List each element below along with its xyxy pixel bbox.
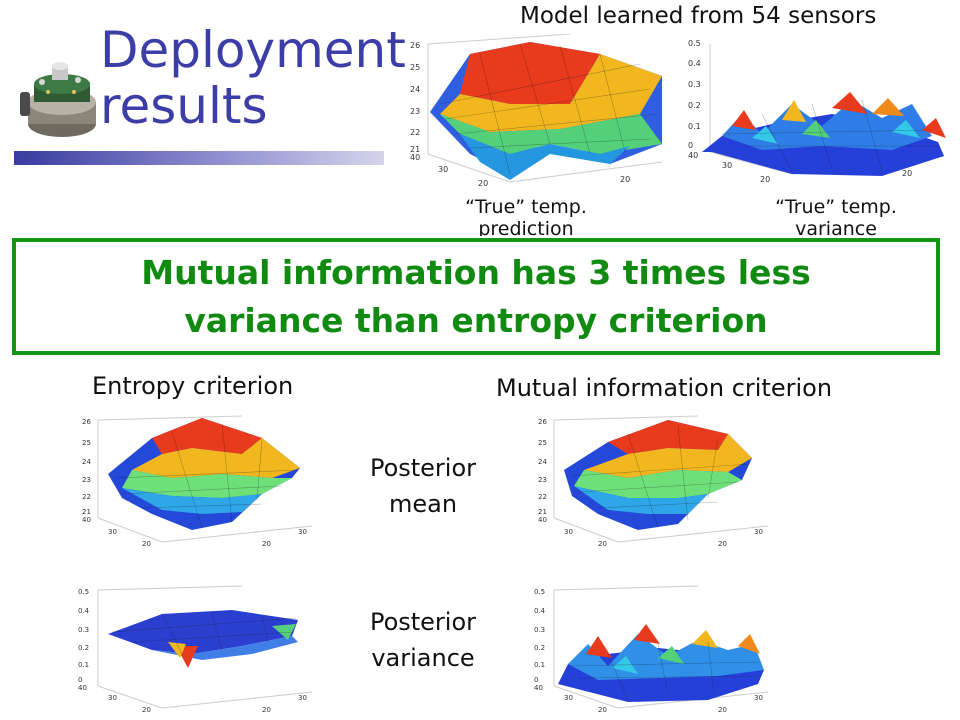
var-tick: 0.5 [688, 39, 701, 48]
temp-tick: 24 [410, 85, 420, 94]
mi-posterior-variance-plot: 0.5 0.4 0.3 0.2 0.1 0 40 30 20 20 30 [534, 585, 769, 714]
temp-tick: 40 [538, 516, 547, 524]
temp-tick: 26 [410, 41, 420, 50]
var-tick: 0.5 [534, 588, 545, 596]
temp-tick: 21 [410, 145, 420, 154]
depth-tick: 20 [598, 706, 607, 714]
sensor-node-image [20, 62, 96, 137]
temp-tick: 22 [538, 493, 547, 501]
width-tick: 30 [298, 694, 307, 702]
caption-line: variance [795, 218, 877, 236]
depth-tick: 20 [598, 540, 607, 548]
var-tick: 0.2 [534, 644, 545, 652]
depth-tick: 30 [722, 161, 732, 170]
width-tick: 30 [754, 528, 763, 536]
depth-tick: 30 [108, 528, 117, 536]
var-tick: 0.1 [534, 661, 545, 669]
temp-tick: 25 [410, 63, 420, 72]
callout-text: Mutual information has 3 times less vari… [141, 249, 810, 345]
temp-axis-ticks: 26 25 24 23 22 21 40 30 20 20 [410, 41, 630, 188]
depth-tick: 30 [564, 694, 573, 702]
var-tick: 0.1 [688, 122, 701, 131]
temp-tick: 40 [410, 153, 420, 162]
variance-axis-ticks: 0.5 0.4 0.3 0.2 0.1 0 40 30 20 20 [688, 39, 912, 184]
true-temp-variance-plot: 0.5 0.4 0.3 0.2 0.1 0 40 30 20 20 [688, 39, 946, 184]
slide-title-line1: Deployment [100, 21, 406, 79]
mi-posterior-mean-plot: 26 25 24 23 22 21 40 30 20 20 30 [538, 415, 769, 548]
var-tick: 40 [78, 684, 87, 692]
row-label-line: variance [371, 644, 475, 672]
temp-tick: 23 [410, 107, 420, 116]
temp-tick: 23 [82, 476, 91, 484]
temp-tick: 24 [82, 458, 91, 466]
true-variance-caption: “True” temp. variance [726, 196, 946, 236]
temp-tick: 22 [410, 128, 420, 137]
temp-tick: 24 [538, 458, 547, 466]
row-label-line: mean [388, 490, 458, 518]
row-label-line: Posterior [369, 608, 477, 636]
temp-tick: 26 [538, 418, 547, 426]
depth-tick: 30 [564, 528, 573, 536]
title-underline-bar [14, 151, 384, 165]
var-tick: 0 [78, 676, 82, 684]
caption-line: “True” temp. [465, 196, 587, 218]
temp-tick: 21 [82, 508, 91, 516]
var-tick: 0.5 [78, 588, 89, 596]
depth-tick: 20 [760, 175, 770, 184]
var-tick: 40 [688, 151, 698, 160]
caption-line: “True” temp. [775, 196, 897, 218]
temp-tick: 25 [82, 439, 91, 447]
callout-box: Mutual information has 3 times less vari… [12, 238, 940, 355]
temp-tick: 21 [538, 508, 547, 516]
var-tick: 0.1 [78, 661, 89, 669]
width-tick: 20 [902, 169, 912, 178]
slide-title: Deployment results [100, 21, 406, 135]
callout-line1: Mutual information has 3 times less [141, 252, 811, 292]
width-tick: 30 [754, 694, 763, 702]
width-tick: 20 [620, 175, 630, 184]
entropy-posterior-mean-plot: 26 25 24 23 22 21 40 30 20 20 30 [82, 415, 313, 548]
var-tick: 0.4 [78, 607, 90, 615]
var-tick: 0.2 [688, 101, 701, 110]
temp-tick: 23 [538, 476, 547, 484]
caption-line: prediction [478, 218, 574, 236]
depth-tick: 20 [142, 706, 151, 714]
var-tick: 0.3 [534, 626, 545, 634]
var-tick: 0 [534, 676, 538, 684]
width-tick: 20 [262, 540, 271, 548]
var-tick: 0.3 [78, 626, 89, 634]
width-tick: 20 [718, 540, 727, 548]
row-label-line: Posterior [369, 454, 477, 482]
mutual-information-heading: Mutual information criterion [496, 374, 833, 402]
var-tick: 0.4 [688, 59, 701, 68]
depth-tick: 30 [108, 694, 117, 702]
entropy-posterior-variance-plot: 0.5 0.4 0.3 0.2 0.1 0 40 30 20 20 30 [78, 585, 313, 714]
model-heading: Model learned from 54 sensors [520, 3, 877, 29]
width-tick: 30 [298, 528, 307, 536]
true-temp-prediction-plot: 26 25 24 23 22 21 40 30 20 20 [410, 34, 663, 188]
entropy-criterion-heading: Entropy criterion [92, 372, 294, 400]
depth-tick: 30 [438, 165, 448, 174]
var-tick: 0.3 [688, 80, 701, 89]
temp-tick: 40 [82, 516, 91, 524]
width-tick: 20 [262, 706, 271, 714]
slide-title-line2: results [100, 77, 268, 135]
var-tick: 0.4 [534, 607, 546, 615]
temp-tick: 25 [538, 439, 547, 447]
temp-tick: 26 [82, 418, 91, 426]
width-tick: 20 [718, 706, 727, 714]
true-prediction-caption: “True” temp. prediction [416, 196, 636, 236]
var-tick: 0 [688, 141, 693, 150]
callout-line2: variance than entropy criterion [184, 300, 768, 340]
temp-tick: 22 [82, 493, 91, 501]
posterior-variance-label: Posterior variance [348, 604, 498, 676]
var-tick: 0.2 [78, 644, 89, 652]
var-tick: 40 [534, 684, 543, 692]
depth-tick: 20 [142, 540, 151, 548]
posterior-mean-label: Posterior mean [348, 450, 498, 522]
depth-tick: 20 [478, 179, 488, 188]
